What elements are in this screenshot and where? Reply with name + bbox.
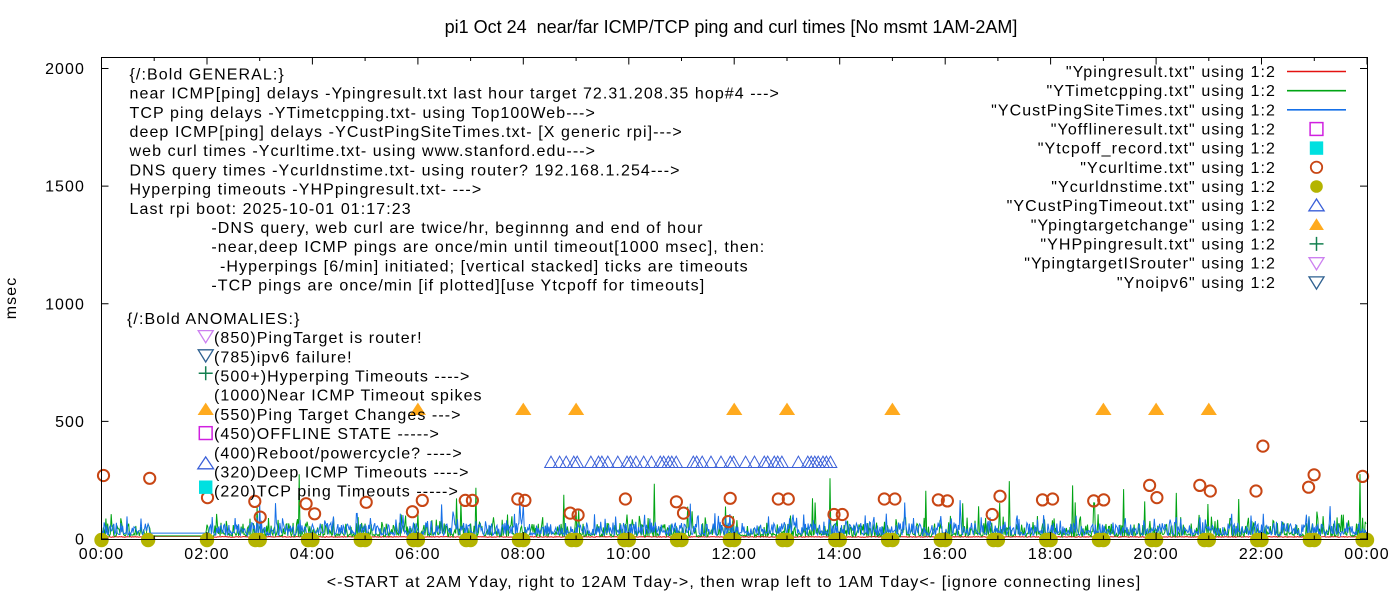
svg-text:web curl times -Ycurltime.txt-: web curl times -Ycurltime.txt- using www… bbox=[129, 143, 597, 160]
svg-text:"YHPpingresult.txt" using 1:2: "YHPpingresult.txt" using 1:2 bbox=[1040, 236, 1276, 253]
svg-text:near ICMP[ping] delays -Ypingr: near ICMP[ping] delays -Ypingresult.txt … bbox=[130, 86, 780, 103]
svg-text:"Yofflineresult.txt" using 1:2: "Yofflineresult.txt" using 1:2 bbox=[1051, 122, 1276, 139]
svg-text:0: 0 bbox=[75, 532, 85, 549]
svg-text:"YpingtargetISrouter" using 1:: "YpingtargetISrouter" using 1:2 bbox=[1024, 256, 1276, 273]
svg-text:Last rpi boot: 2025-10-01 01:1: Last rpi boot: 2025-10-01 01:17:23 bbox=[130, 201, 412, 218]
svg-text:1000: 1000 bbox=[45, 296, 85, 313]
svg-text:Hyperping timeouts -YHPpingres: Hyperping timeouts -YHPpingresult.txt- -… bbox=[130, 182, 483, 199]
svg-text:(1000)Near ICMP Timeout spikes: (1000)Near ICMP Timeout spikes bbox=[214, 388, 483, 405]
svg-text:06:00: 06:00 bbox=[395, 546, 440, 563]
svg-text:04:00: 04:00 bbox=[290, 546, 335, 563]
svg-text:08:00: 08:00 bbox=[501, 546, 546, 563]
svg-text:-near,deep ICMP pings are once: -near,deep ICMP pings are once/min until… bbox=[211, 239, 765, 256]
svg-text:(400)Reboot/powercycle? ---->: (400)Reboot/powercycle? ----> bbox=[214, 445, 463, 462]
svg-text:DNS query times -Ycurldnstime.: DNS query times -Ycurldnstime.txt- using… bbox=[130, 162, 681, 179]
svg-text:10:00: 10:00 bbox=[606, 546, 651, 563]
svg-text:-Hyperpings [6/min] initiated;: -Hyperpings [6/min] initiated; [vertical… bbox=[220, 258, 749, 275]
svg-text:{/:Bold ANOMALIES:}: {/:Bold ANOMALIES:} bbox=[127, 311, 301, 328]
svg-text:"Ypingresult.txt" using 1:2: "Ypingresult.txt" using 1:2 bbox=[1066, 64, 1276, 81]
svg-text:18:00: 18:00 bbox=[1028, 546, 1073, 563]
svg-text:(220)TCP ping Timeouts ----->: (220)TCP ping Timeouts -----> bbox=[214, 484, 459, 501]
svg-text:16:00: 16:00 bbox=[922, 546, 967, 563]
svg-text:"Ycurltime.txt" using 1:2: "Ycurltime.txt" using 1:2 bbox=[1080, 160, 1276, 177]
svg-text:-TCP pings are once/min [if pl: -TCP pings are once/min [if plotted][use… bbox=[211, 278, 705, 295]
svg-text:(550)Ping Target Changes --->: (550)Ping Target Changes ---> bbox=[214, 407, 462, 424]
svg-text:(320)Deep ICMP Timeouts ---->: (320)Deep ICMP Timeouts ----> bbox=[214, 465, 470, 482]
svg-text:"YTimetcpping.txt" using 1:2: "YTimetcpping.txt" using 1:2 bbox=[1046, 83, 1276, 100]
svg-text:(500+)Hyperping Timeouts ---->: (500+)Hyperping Timeouts ----> bbox=[214, 369, 471, 386]
svg-text:14:00: 14:00 bbox=[817, 546, 862, 563]
svg-text:22:00: 22:00 bbox=[1239, 546, 1284, 563]
svg-text:msec: msec bbox=[3, 277, 20, 320]
svg-text:<-START at 2AM Yday, right to: <-START at 2AM Yday, right to 12AM Tday-… bbox=[327, 574, 1142, 591]
svg-text:"Ycurldnstime.txt" using 1:2: "Ycurldnstime.txt" using 1:2 bbox=[1051, 179, 1276, 196]
svg-text:2000: 2000 bbox=[45, 61, 85, 78]
svg-text:pi1 Oct 24 near/far ICMP/TCP: pi1 Oct 24 near/far ICMP/TCP ping and cu… bbox=[445, 17, 1018, 37]
svg-text:"Ytcpoff_record.txt" using 1:2: "Ytcpoff_record.txt" using 1:2 bbox=[1038, 141, 1276, 158]
svg-text:00:00: 00:00 bbox=[79, 546, 124, 563]
svg-text:1500: 1500 bbox=[45, 179, 85, 196]
svg-text:deep ICMP[ping] delays -YCustP: deep ICMP[ping] delays -YCustPingSiteTim… bbox=[130, 124, 683, 141]
svg-text:(850)PingTarget is router!: (850)PingTarget is router! bbox=[214, 330, 423, 347]
svg-text:02:00: 02:00 bbox=[184, 546, 229, 563]
svg-text:{/:Bold GENERAL:}: {/:Bold GENERAL:} bbox=[130, 66, 285, 83]
svg-text:"YCustPingTimeout.txt" using 1: "YCustPingTimeout.txt" using 1:2 bbox=[1007, 198, 1276, 215]
svg-text:(450)OFFLINE STATE ----->: (450)OFFLINE STATE -----> bbox=[214, 426, 440, 443]
svg-text:12:00: 12:00 bbox=[712, 546, 757, 563]
svg-text:20:00: 20:00 bbox=[1133, 546, 1178, 563]
svg-text:(785)ipv6 failure!: (785)ipv6 failure! bbox=[214, 349, 353, 366]
svg-text:"YCustPingSiteTimes.txt" using: "YCustPingSiteTimes.txt" using 1:2 bbox=[991, 102, 1276, 119]
svg-text:"Ynoipv6" using 1:2: "Ynoipv6" using 1:2 bbox=[1117, 275, 1276, 292]
svg-text:-DNS query, web curl are twice: -DNS query, web curl are twice/hr, begin… bbox=[211, 220, 703, 237]
svg-text:00:00: 00:00 bbox=[1344, 546, 1389, 563]
svg-text:500: 500 bbox=[55, 414, 85, 431]
svg-text:"Ypingtargetchange" using 1:2: "Ypingtargetchange" using 1:2 bbox=[1031, 217, 1276, 234]
svg-text:TCP ping delays -YTimetcpping.: TCP ping delays -YTimetcpping.txt- using… bbox=[130, 105, 596, 122]
